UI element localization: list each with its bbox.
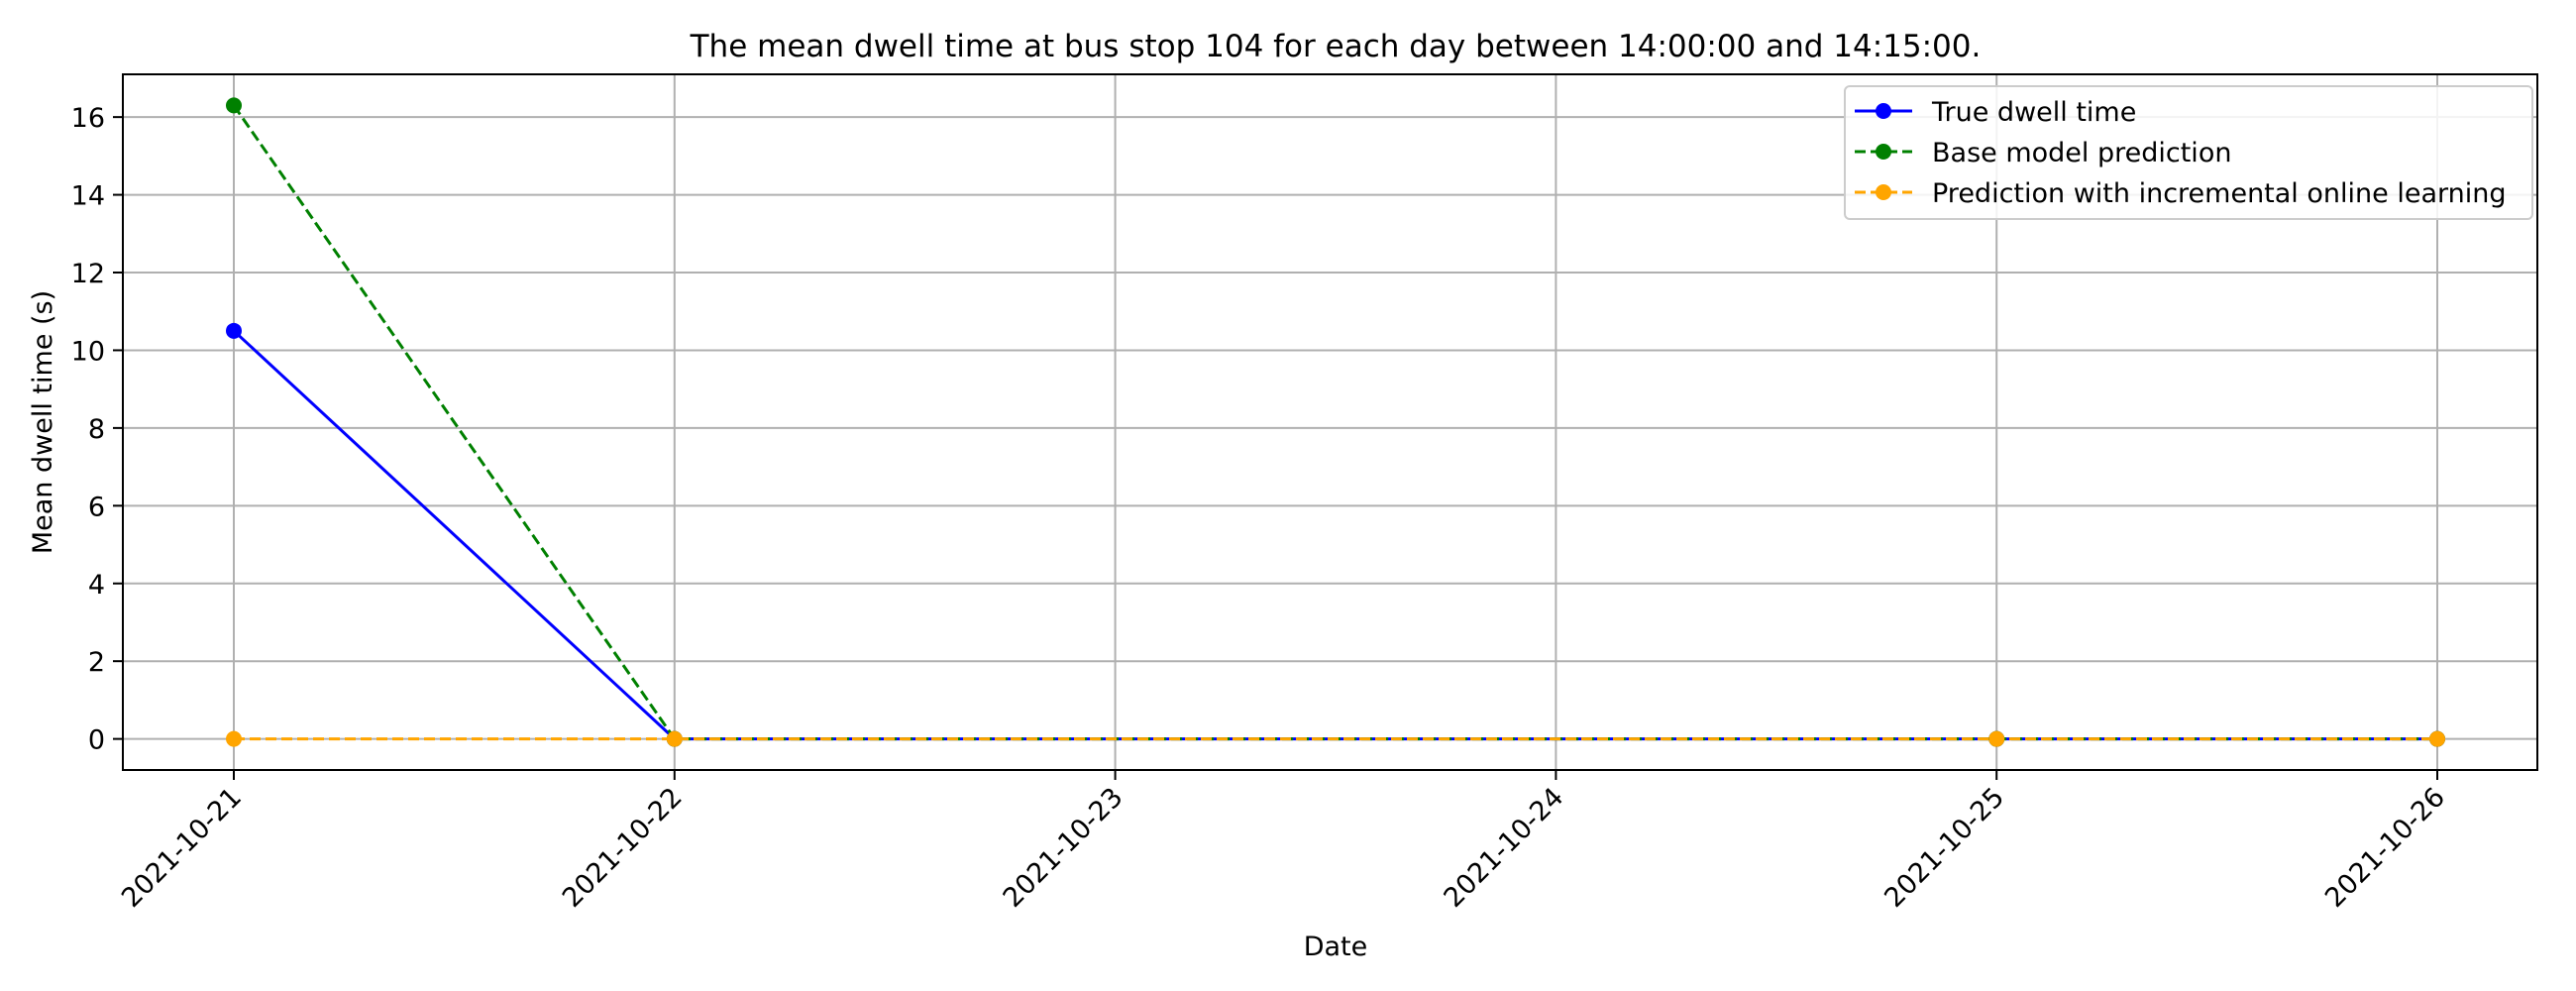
y-tick-label: 6 bbox=[88, 492, 105, 522]
x-tick-label: 2021-10-21 bbox=[116, 782, 248, 914]
series-point-1 bbox=[226, 97, 242, 114]
series-point-2 bbox=[1988, 730, 2005, 747]
legend-label: True dwell time bbox=[1931, 97, 2136, 128]
legend-swatch-marker bbox=[1876, 184, 1891, 200]
chart-title: The mean dwell time at bus stop 104 for … bbox=[690, 29, 1982, 64]
series-point-2 bbox=[2429, 730, 2445, 747]
series-point-2 bbox=[666, 730, 683, 747]
x-tick-label: 2021-10-25 bbox=[1878, 782, 2010, 914]
legend: True dwell time Base model prediction Pred… bbox=[1844, 85, 2533, 220]
series-point-2 bbox=[226, 730, 242, 747]
y-tick-label: 0 bbox=[88, 725, 105, 756]
x-tick-label: 2021-10-24 bbox=[1438, 782, 1569, 914]
plot-frame bbox=[122, 73, 2538, 771]
legend-label: Prediction with incremental online learn… bbox=[1932, 178, 2507, 209]
x-tick-label: 2021-10-26 bbox=[2319, 782, 2451, 914]
legend-label: Base model prediction bbox=[1932, 138, 2231, 168]
legend-swatch-marker bbox=[1876, 103, 1891, 119]
series-point-0 bbox=[226, 322, 242, 339]
y-tick-label: 10 bbox=[71, 336, 105, 367]
y-axis-label: Mean dwell time (s) bbox=[28, 290, 58, 554]
x-tick-label: 2021-10-23 bbox=[998, 782, 1129, 914]
axis-ticks: 2021-10-21 2021-10-22 2021-10-23 2021-10-24… bbox=[71, 103, 2451, 914]
y-tick-label: 12 bbox=[71, 259, 105, 289]
y-tick-label: 2 bbox=[88, 647, 105, 678]
x-tick-label: 2021-10-22 bbox=[557, 782, 689, 914]
legend-swatch-marker bbox=[1876, 144, 1891, 160]
legend-box bbox=[1844, 85, 2533, 220]
series-line-0 bbox=[232, 329, 2437, 741]
y-tick-label: 8 bbox=[88, 414, 105, 445]
series-layer bbox=[226, 97, 2445, 747]
y-tick-label: 16 bbox=[71, 103, 105, 134]
x-axis-label: Date bbox=[1304, 932, 1368, 962]
y-tick-label: 14 bbox=[71, 181, 105, 212]
y-tick-label: 4 bbox=[88, 570, 105, 601]
